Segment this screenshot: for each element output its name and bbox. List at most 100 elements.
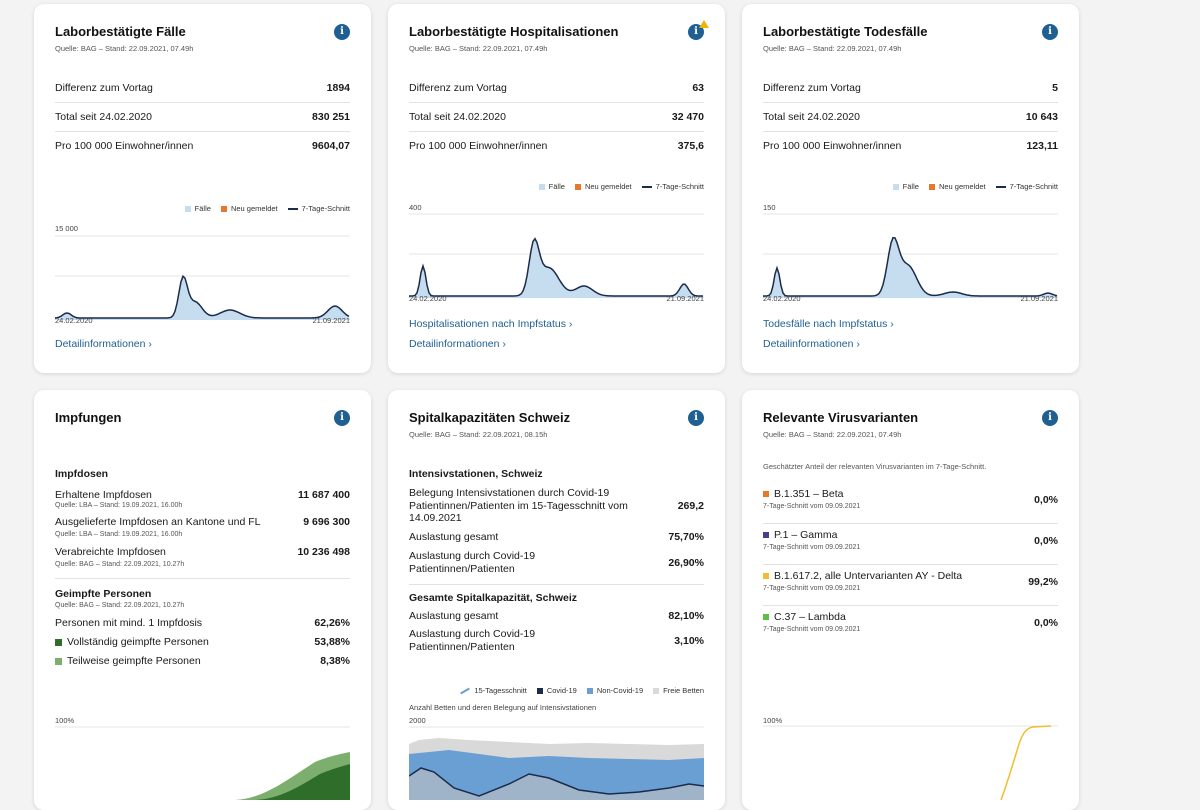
card-source: Quelle: BAG – Stand: 22.09.2021, 07.49h [763,44,902,53]
variant-swatch [763,614,769,620]
x-axis-start: 24.02.2020 [763,294,801,303]
chart-legend: Fälle Neu gemeldet 7-Tage-Schnitt [184,204,350,213]
cases-bars-area [55,276,350,320]
section-heading: Geimpfte Personen [55,588,152,600]
icu-capacity-chart[interactable] [409,726,704,800]
divider [409,584,704,585]
variant-swatch [763,491,769,497]
chart-legend: 15-Tagesschnitt Covid-19 Non-Covid-19 Fr… [460,686,704,695]
legend-item[interactable]: Covid-19 [536,686,577,695]
variants-chart[interactable] [763,724,1058,800]
ic-row: Belegung Intensivstationen durch Covid-1… [409,487,704,524]
stat-row: Pro 100 000 Einwohner/innen 9604,07 [55,139,350,152]
card-source: Quelle: BAG – Stand: 22.09.2021, 07.49h [55,44,194,53]
dose-row: Erhaltene Impfdosen 11 687 400 [55,489,350,501]
legend-item[interactable]: Neu gemeldet [574,182,632,191]
stat-row: Pro 100 000 Einwohner/innen 123,11 [763,139,1058,152]
ic-row: Auslastung durch Covid-19 Patientinnen/P… [409,550,704,575]
divider [55,578,350,579]
detail-link[interactable]: Detailinformationen › [409,338,506,350]
chart-caption: Anzahl Betten und deren Belegung auf Int… [409,703,597,712]
variant-swatch [763,573,769,579]
section-heading: Gesamte Spitalkapazität, Schweiz [409,592,578,604]
y-axis-max: 100% [55,716,75,725]
covid-line [409,767,704,797]
info-icon[interactable]: i [688,24,704,40]
card-title: Relevante Virusvarianten [763,410,919,425]
card-todesfaelle: Laborbestätigte Todesfälle Quelle: BAG –… [742,4,1079,373]
dose-source: Quelle: LBA – Stand: 19.09.2021, 16.00h [55,531,183,538]
variant-swatch [763,532,769,538]
x-axis-start: 24.02.2020 [409,294,447,303]
stat-row: Pro 100 000 Einwohner/innen 375,6 [409,139,704,152]
card-hospitalisationen: Laborbestätigte Hospitalisationen Quelle… [388,4,725,373]
cases-average-line [55,274,350,319]
card-title: Laborbestätigte Hospitalisationen [409,24,619,39]
info-icon[interactable]: i [334,410,350,426]
card-title: Spitalkapazitäten Schweiz [409,410,571,425]
detail-link[interactable]: Detailinformationen › [55,338,152,350]
hospitalisations-chart[interactable] [409,212,704,298]
y-axis-max: 100% [763,716,783,725]
legend-item[interactable]: Fälle [184,204,211,213]
ic-row: Auslastung gesamt 75,70% [409,531,704,543]
dose-source: Quelle: BAG – Stand: 22.09.2021, 10.27h [55,561,185,568]
legend-item[interactable]: Non-Covid-19 [586,686,643,695]
hosp-average-line [409,237,703,297]
y-axis-max: 15 000 [55,224,78,233]
hosp-bars-area [409,238,704,298]
status-link[interactable]: Todesfälle nach Impfstatus › [763,318,894,330]
stat-row: Differenz zum Vortag 1894 [55,73,350,103]
vaccination-chart[interactable] [55,726,350,800]
card-source: Quelle: BAG – Stand: 22.09.2021, 07.49h [763,430,902,439]
stat-row: Total seit 24.02.2020 830 251 [55,102,350,132]
card-title: Laborbestätigte Todesfälle [763,24,928,39]
legend-item[interactable]: 15-Tagesschnitt [460,686,527,695]
dose-row: Ausgelieferte Impfdosen an Kantone und F… [55,516,350,528]
legend-item[interactable]: 7-Tage-Schnitt [995,182,1058,191]
delta-line [1000,725,1052,800]
info-icon[interactable]: i [688,410,704,426]
card-title: Laborbestätigte Fälle [55,24,186,39]
stat-row: Total seit 24.02.2020 10 643 [763,102,1058,132]
variant-row: P.1 – Gamma 7-Tage-Schnitt vom 09.09.202… [763,523,1058,565]
info-icon[interactable]: i [1042,410,1058,426]
info-icon[interactable]: i [334,24,350,40]
card-spitalkapazitaeten: Spitalkapazitäten Schweiz Quelle: BAG – … [388,390,725,810]
covid-area [409,768,704,800]
stat-row: Total seit 24.02.2020 32 470 [409,102,704,132]
warning-icon[interactable] [699,20,709,28]
section-heading: Intensivstationen, Schweiz [409,468,543,480]
total-row: Auslastung durch Covid-19 Patientinnen/P… [409,628,704,653]
y-axis-max: 150 [763,203,776,212]
card-source: Quelle: BAG – Stand: 22.09.2021, 08.15h [409,430,548,439]
variant-row: B.1.617.2, alle Untervarianten AY - Delt… [763,564,1058,606]
legend-item[interactable]: 7-Tage-Schnitt [641,182,704,191]
cases-chart[interactable] [55,234,350,320]
persons-row: Personen mit mind. 1 Impfdosis 62,26% [55,617,350,629]
non-covid-area [409,750,704,800]
status-link[interactable]: Hospitalisationen nach Impfstatus › [409,318,573,330]
legend-item[interactable]: Fälle [538,182,565,191]
section-heading: Impfdosen [55,468,109,480]
total-row: Auslastung gesamt 82,10% [409,610,704,622]
chart-legend: Fälle Neu gemeldet 7-Tage-Schnitt [538,182,704,191]
x-axis-end: 21.09.2021 [666,294,704,303]
partial-vaccinated-area [55,752,350,800]
y-axis-max: 2000 [409,716,426,725]
legend-item[interactable]: Neu gemeldet [220,204,278,213]
x-axis-end: 21.09.2021 [1020,294,1058,303]
full-vaccinated-swatch [55,638,62,646]
deaths-average-line [763,236,1058,297]
legend-item[interactable]: Fälle [892,182,919,191]
deaths-chart[interactable] [763,212,1058,298]
legend-item[interactable]: Freie Betten [653,686,704,695]
full-vaccinated-area [55,764,350,800]
detail-link[interactable]: Detailinformationen › [763,338,860,350]
stat-row: Differenz zum Vortag 63 [409,73,704,103]
legend-item[interactable]: 7-Tage-Schnitt [287,204,350,213]
partial-vaccinated-swatch [55,657,62,665]
info-icon[interactable]: i [1042,24,1058,40]
card-source: Quelle: BAG – Stand: 22.09.2021, 07.49h [409,44,548,53]
legend-item[interactable]: Neu gemeldet [928,182,986,191]
